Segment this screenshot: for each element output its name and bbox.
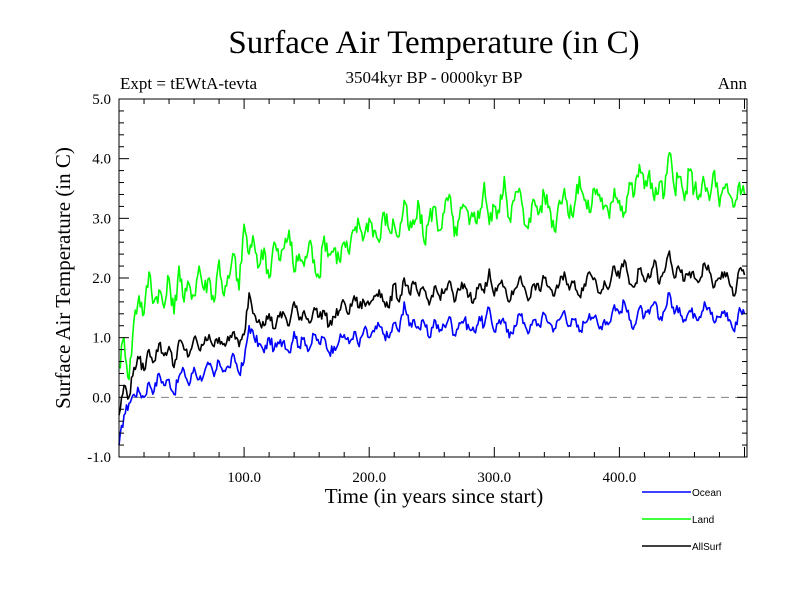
- legend-label-allsurf: AllSurf: [692, 542, 722, 553]
- tick-labels: -1.0 0.0 1.0 2.0 3.0 4.0 5.0 100.0 200.0 300.0 400…: [87, 92, 636, 486]
- x-axis-label: Time (in years since start): [325, 484, 544, 508]
- experiment-label: Expt = tEWtA-tevta: [120, 74, 258, 93]
- y-tick-label: 5.0: [92, 92, 111, 108]
- x-tick-label: 400.0: [603, 470, 637, 486]
- y-tick-label: 0.0: [92, 390, 111, 406]
- series-group: [118, 151, 746, 446]
- axis-ticks: [119, 98, 747, 458]
- y-tick-label: 4.0: [92, 152, 111, 168]
- legend-label-land: Land: [692, 515, 714, 526]
- x-tick-label: 100.0: [227, 470, 261, 486]
- y-tick-label: 3.0: [92, 211, 111, 227]
- chart-subtitle: 3504kyr BP - 0000kyr BP: [346, 68, 523, 87]
- series-line-ocean: [118, 292, 746, 446]
- x-tick-label: 200.0: [352, 470, 386, 486]
- y-axis-label: Surface Air Temperature (in C): [51, 147, 75, 409]
- legend-label-ocean: Ocean: [692, 488, 721, 499]
- season-label: Ann: [718, 74, 748, 93]
- series-line-land: [118, 151, 746, 381]
- plot-frame: [118, 98, 748, 458]
- legend: Ocean Land AllSurf: [642, 488, 722, 553]
- y-tick-label: 1.0: [92, 331, 111, 347]
- x-tick-label: 300.0: [477, 470, 511, 486]
- y-tick-label: -1.0: [87, 450, 111, 466]
- y-tick-label: 2.0: [92, 271, 111, 287]
- chart-title: Surface Air Temperature (in C): [228, 25, 639, 61]
- series-line-allsurf: [118, 250, 746, 416]
